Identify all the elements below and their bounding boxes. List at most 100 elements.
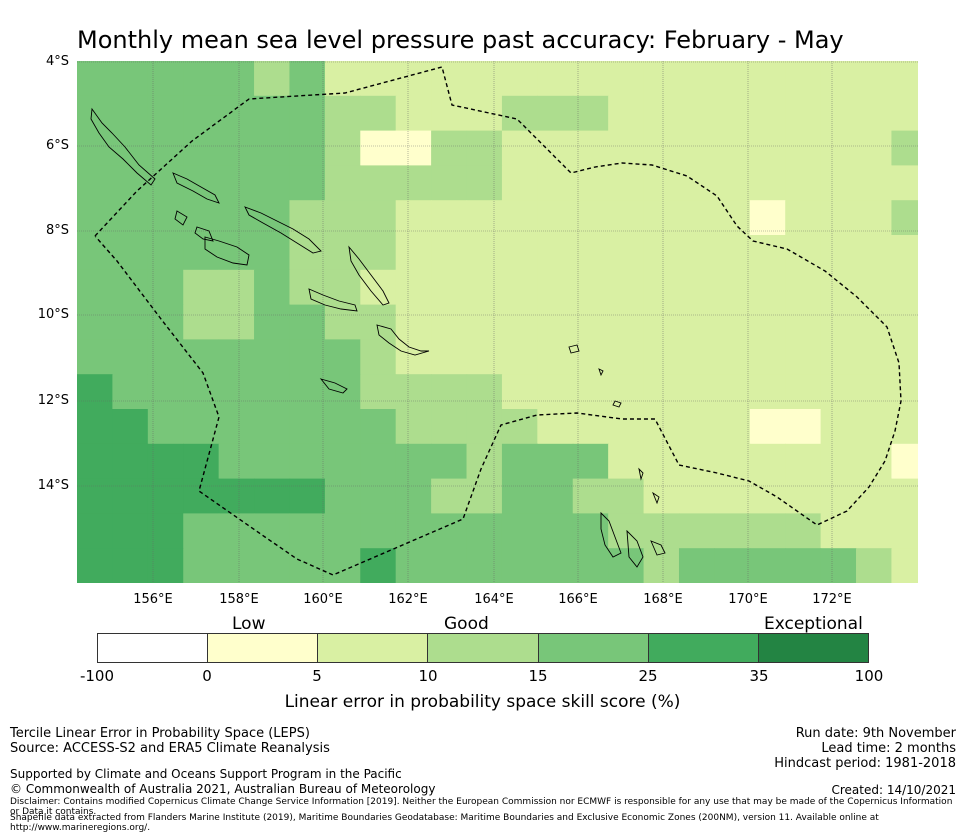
skill-cell <box>395 513 432 549</box>
skill-cell <box>820 409 857 445</box>
skill-cell <box>714 513 751 549</box>
skill-cell <box>112 165 149 201</box>
skill-cell <box>112 235 149 271</box>
skill-cell <box>785 269 822 306</box>
skill-cell <box>77 478 114 514</box>
skill-cell <box>431 374 468 410</box>
skill-cell <box>537 130 574 166</box>
chart-title: Monthly mean sea level pressure past acc… <box>77 26 844 54</box>
skill-cell <box>643 235 680 271</box>
skill-cell <box>289 235 326 271</box>
skill-cell <box>289 513 326 549</box>
island-new-georgia <box>174 210 214 242</box>
skill-cell <box>749 269 786 306</box>
skill-cell <box>608 409 645 445</box>
skill-cell <box>77 304 114 340</box>
skill-cell <box>289 200 326 236</box>
skill-cell <box>431 513 468 549</box>
skill-cell <box>466 513 503 549</box>
skill-cell <box>891 339 918 375</box>
skill-cell <box>147 61 184 97</box>
lon-label-170e: 170°E <box>728 592 768 607</box>
skill-cell <box>395 548 432 583</box>
skill-cell <box>112 443 149 480</box>
skill-cell <box>112 95 149 132</box>
skill-cell <box>183 513 220 549</box>
skill-cell <box>183 200 220 236</box>
skill-cell <box>431 200 468 236</box>
skill-cell <box>254 304 291 340</box>
island-vanuatu-espiritu <box>600 511 622 558</box>
map-gridlines <box>77 61 918 583</box>
skill-cell <box>289 165 326 201</box>
skill-cell <box>324 443 361 480</box>
skill-cell <box>749 235 786 271</box>
skill-cell <box>785 61 822 97</box>
skill-cell <box>254 339 291 375</box>
skill-cell <box>77 61 114 97</box>
skill-cell <box>572 61 609 97</box>
skill-cell <box>254 130 291 166</box>
skill-cell <box>891 165 918 201</box>
skill-cell <box>537 200 574 236</box>
skill-cell <box>112 374 149 410</box>
skill-cell <box>254 61 291 97</box>
skill-cell <box>431 443 468 480</box>
skill-cell <box>360 61 397 97</box>
skill-cell <box>856 130 893 166</box>
skill-cell <box>395 304 432 340</box>
skill-cell <box>360 374 397 410</box>
skill-cell <box>820 95 857 132</box>
skill-grid <box>77 61 918 583</box>
disclaimer-text: Disclaimer: Contains modified Copernicus… <box>10 797 953 817</box>
skill-cell <box>360 200 397 236</box>
skill-cell <box>820 235 857 271</box>
skill-cell <box>466 374 503 410</box>
colorbar-tick: 100 <box>854 667 884 685</box>
skill-cell <box>891 130 918 166</box>
island-makira <box>308 288 358 312</box>
skill-cell <box>147 235 184 271</box>
skill-cell <box>360 130 397 166</box>
skill-cell <box>678 478 715 514</box>
skill-cell <box>183 235 220 271</box>
island-vanuatu-north <box>638 467 666 556</box>
skill-cell <box>183 443 220 480</box>
skill-cell <box>360 165 397 201</box>
skill-cell <box>891 513 918 549</box>
skill-cell <box>324 374 361 410</box>
skill-cell <box>360 235 397 271</box>
skill-cell <box>537 235 574 271</box>
lon-label-168e: 168°E <box>643 592 683 607</box>
skill-cell <box>466 548 503 583</box>
skill-cell <box>820 165 857 201</box>
skill-cell <box>77 513 114 549</box>
skill-cell <box>183 339 220 375</box>
skill-cell <box>643 95 680 132</box>
skill-cell <box>856 165 893 201</box>
skill-cell <box>820 548 857 583</box>
skill-cell <box>112 130 149 166</box>
colorbar-tick: 25 <box>638 667 658 685</box>
skill-cell <box>856 235 893 271</box>
created-date: Created: 14/10/2021 <box>831 783 956 797</box>
skill-cell <box>77 235 114 271</box>
skill-cell <box>112 200 149 236</box>
skill-cell <box>501 130 538 166</box>
skill-cell <box>714 339 751 375</box>
skill-cell <box>289 374 326 410</box>
skill-cell <box>856 61 893 97</box>
skill-cell <box>501 61 538 97</box>
skill-map <box>77 61 918 583</box>
skill-cell <box>183 165 220 201</box>
skill-cell <box>112 61 149 97</box>
skill-cell <box>572 548 609 583</box>
skill-cell <box>324 200 361 236</box>
skill-cell <box>537 374 574 410</box>
skill-cell <box>466 61 503 97</box>
skill-cell <box>183 478 220 514</box>
lon-label-172e: 172°E <box>812 592 852 607</box>
skill-cell <box>785 374 822 410</box>
skill-cell <box>218 130 255 166</box>
skill-cell <box>254 478 291 514</box>
